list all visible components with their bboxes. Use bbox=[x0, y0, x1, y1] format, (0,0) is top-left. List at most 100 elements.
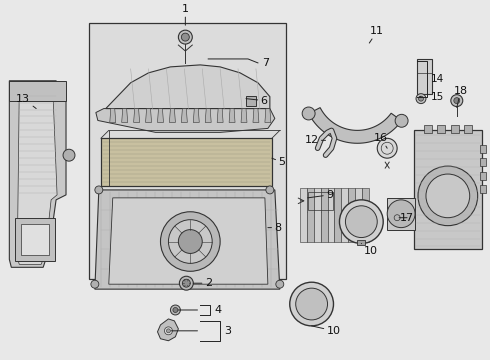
Polygon shape bbox=[300, 188, 307, 242]
Text: 3: 3 bbox=[224, 326, 231, 336]
Circle shape bbox=[295, 288, 327, 320]
Circle shape bbox=[340, 200, 383, 243]
Circle shape bbox=[302, 107, 315, 120]
Polygon shape bbox=[96, 109, 275, 132]
Bar bbox=[417, 59, 432, 94]
Bar bbox=[308, 192, 334, 210]
Bar bbox=[15, 218, 55, 261]
Polygon shape bbox=[95, 190, 280, 289]
Bar bbox=[480, 145, 486, 153]
Circle shape bbox=[290, 282, 334, 326]
Polygon shape bbox=[335, 188, 342, 242]
Text: 17: 17 bbox=[399, 213, 414, 223]
Polygon shape bbox=[205, 109, 211, 122]
Text: 15: 15 bbox=[431, 92, 444, 102]
Polygon shape bbox=[241, 109, 247, 122]
Polygon shape bbox=[342, 188, 348, 242]
Text: 11: 11 bbox=[369, 26, 384, 43]
Bar bbox=[464, 125, 472, 133]
Text: 10: 10 bbox=[312, 326, 341, 336]
Circle shape bbox=[167, 329, 171, 333]
Text: 12: 12 bbox=[305, 135, 325, 145]
Polygon shape bbox=[17, 89, 57, 264]
Bar bbox=[101, 138, 272, 186]
Circle shape bbox=[451, 95, 463, 107]
Polygon shape bbox=[229, 109, 235, 122]
Polygon shape bbox=[217, 109, 223, 122]
Polygon shape bbox=[355, 188, 362, 242]
Polygon shape bbox=[362, 188, 369, 242]
Bar bbox=[306, 190, 336, 212]
Circle shape bbox=[178, 230, 202, 253]
Bar bbox=[480, 172, 486, 180]
Circle shape bbox=[387, 200, 415, 228]
Circle shape bbox=[178, 30, 192, 44]
Circle shape bbox=[173, 307, 178, 312]
Circle shape bbox=[426, 174, 470, 218]
Text: 16: 16 bbox=[374, 133, 388, 148]
Bar bbox=[89, 23, 286, 279]
Text: 14: 14 bbox=[431, 74, 444, 84]
Bar bbox=[424, 125, 432, 133]
Text: 8: 8 bbox=[268, 222, 281, 233]
Polygon shape bbox=[106, 65, 270, 109]
Circle shape bbox=[454, 98, 460, 104]
Polygon shape bbox=[110, 109, 116, 122]
Circle shape bbox=[416, 94, 426, 104]
Circle shape bbox=[171, 305, 180, 315]
Polygon shape bbox=[309, 108, 402, 143]
Bar bbox=[480, 158, 486, 166]
Text: 4: 4 bbox=[214, 305, 221, 315]
Polygon shape bbox=[314, 188, 320, 242]
Text: 1: 1 bbox=[182, 4, 189, 25]
Polygon shape bbox=[265, 109, 271, 122]
Circle shape bbox=[169, 220, 212, 264]
Bar bbox=[414, 130, 482, 249]
Polygon shape bbox=[193, 109, 199, 122]
Polygon shape bbox=[348, 188, 355, 242]
Circle shape bbox=[63, 149, 75, 161]
Polygon shape bbox=[181, 109, 187, 122]
Bar bbox=[357, 239, 366, 246]
Circle shape bbox=[418, 166, 478, 226]
Text: 2: 2 bbox=[193, 278, 212, 288]
Text: 6: 6 bbox=[246, 96, 268, 105]
Circle shape bbox=[395, 114, 408, 127]
Circle shape bbox=[266, 186, 274, 194]
Bar bbox=[387, 198, 415, 230]
Circle shape bbox=[91, 280, 99, 288]
Circle shape bbox=[95, 186, 103, 194]
Polygon shape bbox=[307, 188, 314, 242]
Polygon shape bbox=[146, 109, 151, 122]
Circle shape bbox=[182, 279, 190, 287]
Bar bbox=[437, 125, 445, 133]
Polygon shape bbox=[157, 109, 164, 122]
Circle shape bbox=[418, 96, 423, 101]
Circle shape bbox=[179, 276, 193, 290]
Polygon shape bbox=[122, 109, 128, 122]
Text: 13: 13 bbox=[16, 94, 36, 109]
Polygon shape bbox=[157, 319, 178, 341]
Bar bbox=[21, 224, 49, 255]
Circle shape bbox=[276, 280, 284, 288]
Polygon shape bbox=[320, 188, 327, 242]
Text: 5: 5 bbox=[272, 157, 285, 167]
Circle shape bbox=[165, 327, 172, 335]
Text: 9: 9 bbox=[308, 190, 333, 200]
Text: 18: 18 bbox=[454, 86, 468, 108]
Polygon shape bbox=[170, 109, 175, 122]
Polygon shape bbox=[253, 109, 259, 122]
Bar bbox=[451, 125, 459, 133]
Bar bbox=[9, 81, 66, 100]
Text: 10: 10 bbox=[361, 243, 378, 256]
Circle shape bbox=[377, 138, 397, 158]
Circle shape bbox=[345, 206, 377, 238]
Bar bbox=[246, 96, 256, 105]
Polygon shape bbox=[9, 81, 66, 267]
Polygon shape bbox=[327, 188, 335, 242]
Circle shape bbox=[161, 212, 220, 271]
Bar bbox=[480, 185, 486, 193]
Text: 7: 7 bbox=[262, 58, 269, 68]
Circle shape bbox=[181, 33, 189, 41]
Polygon shape bbox=[134, 109, 140, 122]
